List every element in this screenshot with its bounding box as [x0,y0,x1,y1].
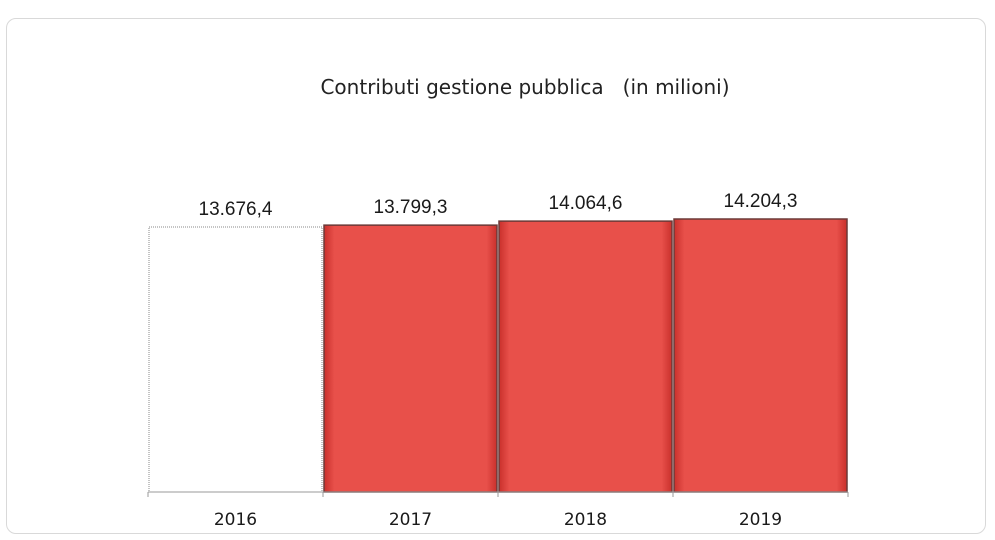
bars-group [148,218,848,493]
x-tick-label-2017: 2017 [389,510,432,530]
value-labels-group: 13.676,4 13.799,3 14.064,6 14.204,3 [199,191,798,220]
x-tick-label-2019: 2019 [739,510,782,530]
value-label-2019: 14.204,3 [724,191,798,212]
value-label-2018: 14.064,6 [549,193,623,214]
bar-2019 [673,218,848,493]
bar-2017 [323,224,498,493]
value-label-2016: 13.676,4 [199,199,273,220]
bar-2016 [148,226,323,493]
bar-2018 [498,220,673,493]
x-axis-ticks [147,492,849,497]
x-tick-label-2016: 2016 [214,510,257,530]
chart-title: Contributi gestione pubblica (in milioni… [320,75,729,99]
value-label-2017: 13.799,3 [374,197,448,218]
x-tick-labels-group: 2016 2017 2018 2019 [214,510,782,530]
x-tick-label-2018: 2018 [564,510,607,530]
